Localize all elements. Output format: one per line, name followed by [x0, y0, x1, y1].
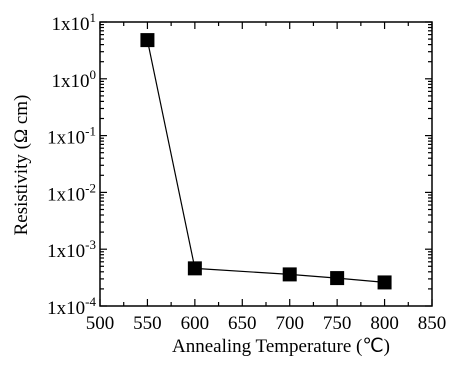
xtick-label: 650	[228, 313, 257, 334]
xtick-label: 600	[181, 313, 210, 334]
plot-frame	[99, 21, 433, 307]
data-point	[377, 275, 392, 290]
ytick-label: 1x10-1	[47, 124, 96, 149]
y-axis-title: Resistivity (Ω cm)	[11, 95, 32, 236]
data-point	[282, 267, 297, 282]
xtick-label: 700	[275, 313, 304, 334]
xtick-label: 850	[418, 313, 447, 334]
ytick-label: 1x10-2	[47, 180, 96, 205]
xtick-label: 800	[370, 313, 399, 334]
x-axis-title: Annealing Temperature (℃)	[172, 336, 390, 357]
ytick-label: 1x101	[52, 10, 97, 35]
ytick-label: 1x100	[52, 67, 97, 92]
xtick-labels: 500 550 600 650 700 750 800 850	[86, 313, 447, 334]
data-point	[330, 271, 345, 286]
ytick-labels: 1x10-4 1x10-3 1x10-2 1x10-1 1x100 1x101	[47, 10, 96, 319]
ytick-label: 1x10-3	[47, 237, 96, 262]
ytick-label: 1x10-4	[47, 294, 96, 319]
data-point	[187, 261, 202, 276]
xtick-label: 750	[323, 313, 352, 334]
xtick-label: 500	[86, 313, 115, 334]
xtick-label: 550	[133, 313, 162, 334]
data-point	[140, 33, 155, 48]
series-line	[146, 39, 385, 283]
